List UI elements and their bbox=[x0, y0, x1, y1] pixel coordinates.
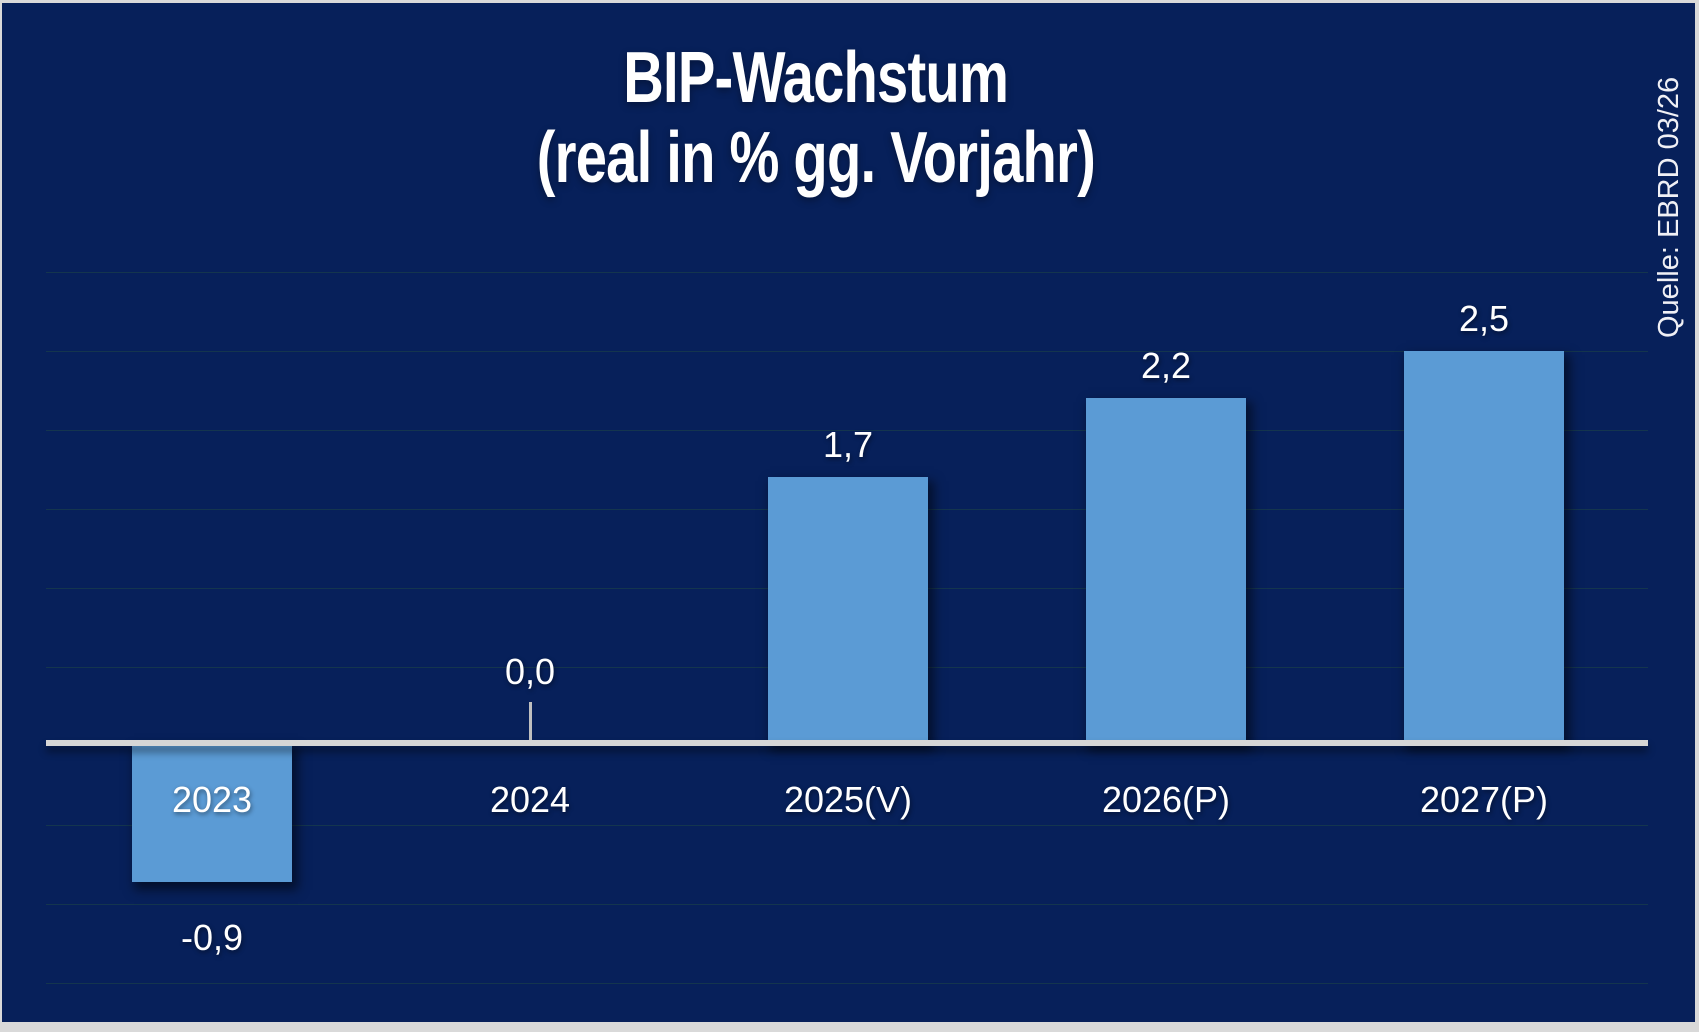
x-axis-line bbox=[46, 740, 1648, 746]
gridline bbox=[46, 351, 1648, 352]
gridline bbox=[46, 272, 1648, 273]
bar-2023 bbox=[132, 744, 292, 882]
category-label-2025-v: 2025(V) bbox=[783, 779, 913, 820]
bar-2027-p bbox=[1404, 351, 1564, 742]
gridline bbox=[46, 430, 1648, 431]
value-label-2025-v: 1,7 bbox=[822, 424, 874, 465]
zero-tick bbox=[528, 702, 532, 740]
category-label-2026-p: 2026(P) bbox=[1101, 779, 1231, 820]
value-label-2027-p: 2,5 bbox=[1458, 298, 1510, 339]
chart-title: BIP-Wachstum (real in % gg. Vorjahr) bbox=[0, 38, 1632, 198]
gridline bbox=[46, 825, 1648, 826]
source-label: Quelle: EBRD 03/26 bbox=[1653, 76, 1685, 338]
gridline bbox=[46, 904, 1648, 905]
category-label-2023: 2023 bbox=[171, 779, 253, 820]
category-label-2024: 2024 bbox=[489, 779, 571, 820]
bar-2026-p bbox=[1086, 398, 1246, 742]
value-label-2023: -0,9 bbox=[180, 917, 244, 958]
chart-title-line2: (real in % gg. Vorjahr) bbox=[536, 118, 1096, 198]
bar-2025-v bbox=[768, 477, 928, 742]
value-label-2026-p: 2,2 bbox=[1140, 345, 1192, 386]
category-label-2027-p: 2027(P) bbox=[1419, 779, 1549, 820]
value-label-2024: 0,0 bbox=[504, 651, 556, 692]
gridline bbox=[46, 983, 1648, 984]
chart-title-line1: BIP-Wachstum bbox=[623, 38, 1010, 118]
